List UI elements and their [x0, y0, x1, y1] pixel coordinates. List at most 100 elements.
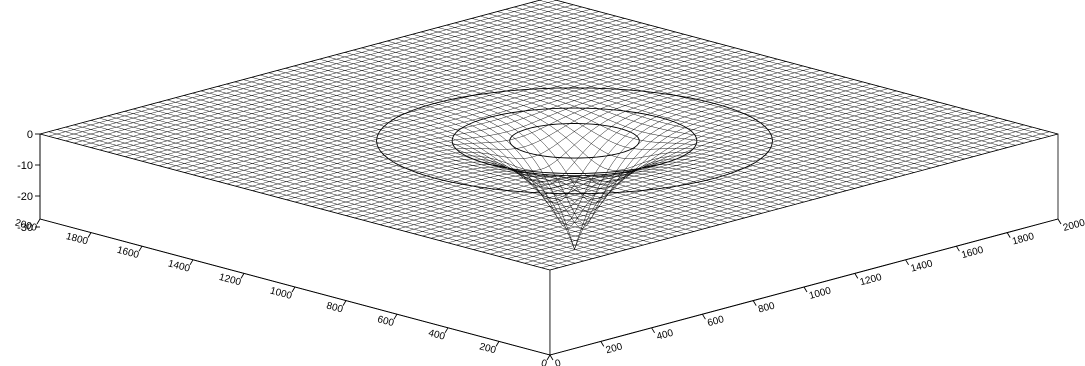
mesh-line-y: [158, 29, 668, 166]
mesh-line-y: [515, 124, 1025, 262]
box-face-left: [39, 133, 551, 356]
box-sides: [39, 133, 1059, 356]
mesh-line-y: [218, 45, 727, 182]
x-tick-label: 800: [757, 300, 776, 315]
y-tick: [291, 286, 296, 293]
mesh-line-y: [192, 38, 702, 176]
y-tick-label: 1200: [218, 272, 243, 288]
y-tick-label: 1400: [167, 258, 192, 274]
mesh-line-y: [107, 15, 617, 153]
box-face-right: [549, 133, 1059, 356]
mesh-line-y: [167, 31, 676, 169]
mesh-line-y: [371, 86, 880, 223]
surface-mesh: [39, 0, 1059, 271]
z-tick-label: -20: [17, 191, 33, 203]
y-tick: [393, 313, 398, 320]
mesh-line-y: [549, 133, 1059, 271]
box-top-edge: [39, 0, 1059, 135]
y-tick-label: 1600: [116, 245, 141, 261]
x-tick: [1057, 218, 1062, 225]
mesh-line-y: [133, 22, 642, 160]
mesh-line-y: [124, 20, 634, 157]
z-tick-label: 0: [27, 129, 33, 141]
y-tick: [138, 245, 143, 252]
x-tick: [702, 313, 706, 320]
mesh-line-y: [456, 108, 965, 246]
mesh-line-y: [362, 83, 872, 221]
x-tick-label: 400: [656, 328, 675, 343]
mesh-line-y: [490, 117, 999, 255]
x-tick-label: 600: [706, 314, 725, 329]
mesh-line-y: [320, 72, 829, 250]
x-tick: [956, 245, 960, 252]
mesh-line-y: [201, 40, 710, 178]
x-tick: [854, 273, 859, 279]
mesh-line-y: [354, 81, 863, 219]
mesh-line-y: [464, 111, 974, 248]
mesh-line-y: [73, 6, 583, 144]
mesh-line-y: [116, 18, 625, 155]
mesh-line-y: [439, 104, 948, 241]
x-tick-label: 0: [554, 358, 563, 366]
mesh-line-y: [337, 77, 846, 214]
box-edges: [39, 0, 1059, 135]
mesh-line-y: [252, 54, 761, 191]
mesh-line-y: [473, 113, 982, 250]
mesh-line-y: [481, 115, 991, 253]
mesh-line-y: [388, 90, 897, 228]
mesh-line-y: [524, 126, 1033, 264]
y-tick: [36, 218, 41, 225]
mesh-line-y: [532, 129, 1042, 266]
mesh-line-y: [82, 9, 591, 146]
y-tick: [189, 259, 194, 266]
x-tick-label: 200: [605, 341, 624, 356]
mesh-line-y: [413, 97, 923, 234]
mesh-line-y: [209, 43, 719, 180]
x-tick: [1006, 232, 1011, 238]
y-tick-label: 1800: [65, 231, 90, 247]
mesh-line-y: [405, 95, 914, 232]
mesh-line-y: [447, 106, 957, 244]
y-tick: [87, 232, 92, 238]
x-tick-label: 1000: [808, 285, 833, 301]
x-tick-label: 2000: [1062, 217, 1085, 233]
mesh-line-y: [175, 34, 685, 171]
y-tick-label: 600: [376, 314, 395, 329]
x-tick: [905, 259, 909, 266]
y-tick: [240, 273, 245, 279]
y-tick-label: 800: [325, 301, 344, 316]
mesh-line-y: [56, 2, 566, 139]
mesh-line-y: [184, 36, 693, 173]
mesh-line-y: [498, 120, 1008, 257]
y-tick: [342, 300, 347, 306]
mesh-line-y: [396, 92, 906, 230]
y-tick-label: 0: [540, 358, 549, 366]
z-tick-label: -30: [17, 222, 33, 234]
mesh-line-y: [345, 79, 855, 216]
mesh-line-y: [48, 0, 557, 137]
mesh-line-y: [422, 99, 931, 237]
mesh-line-y: [269, 58, 778, 196]
mesh-line-y: [303, 68, 812, 205]
x-tick-label: 1400: [910, 258, 935, 274]
mesh-line-y: [99, 13, 608, 151]
y-tick: [495, 341, 500, 347]
mesh-line-y: [507, 122, 1016, 259]
mesh-line-y: [286, 63, 795, 200]
mesh-line-y: [328, 74, 838, 229]
z-axis: 0 -10 -20 -30: [17, 129, 41, 234]
y-tick-label: 200: [478, 341, 497, 356]
x-tick: [803, 286, 808, 293]
x-tick-label: 1800: [1011, 231, 1036, 247]
mesh-line-y: [65, 4, 574, 142]
mesh-line-y: [277, 61, 787, 198]
mesh-line-y: [430, 102, 940, 239]
mesh-line-y: [294, 65, 804, 203]
x-tick: [600, 341, 605, 347]
mesh-line-y: [311, 70, 821, 225]
x-tick: [752, 300, 757, 306]
mesh-line-y: [226, 47, 736, 185]
mesh-line-y: [541, 131, 1050, 268]
mesh-line-y: [243, 52, 753, 189]
